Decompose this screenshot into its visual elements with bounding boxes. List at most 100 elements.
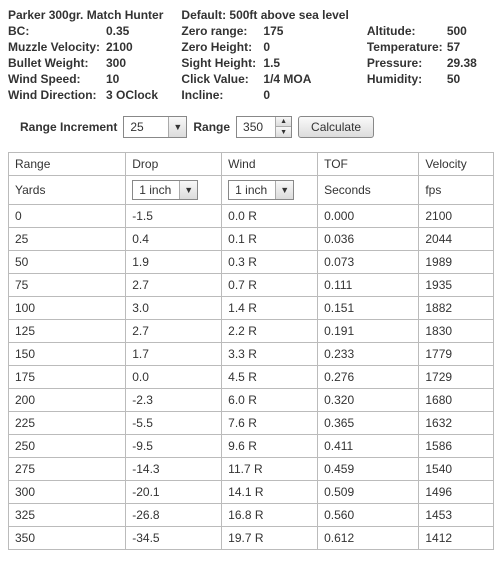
cell: -34.5 [126, 527, 222, 550]
cell: -14.3 [126, 458, 222, 481]
cell: 1.9 [126, 251, 222, 274]
cell: 0.612 [318, 527, 419, 550]
cell: 300 [9, 481, 126, 504]
cell: 100 [9, 297, 126, 320]
cell: 0.4 [126, 228, 222, 251]
param-col-left: Parker 300gr. Match Hunter BC:0.35 Muzzl… [8, 8, 163, 102]
spin-up-icon[interactable]: ▲ [275, 117, 291, 127]
sh-label: Sight Height: [181, 56, 263, 70]
cell: -9.5 [126, 435, 222, 458]
cell: 2.2 R [222, 320, 318, 343]
unit-vel: fps [419, 176, 494, 205]
table-row: 1252.72.2 R0.1911830 [9, 320, 494, 343]
range-spinner[interactable]: 350 ▲ ▼ [236, 116, 292, 138]
cell: -1.5 [126, 205, 222, 228]
cell: 0.0 [126, 366, 222, 389]
unit-drop: 1 inch ▼ [126, 176, 222, 205]
cell: 0.7 R [222, 274, 318, 297]
unit-range: Yards [9, 176, 126, 205]
cell: 275 [9, 458, 126, 481]
cell: 50 [9, 251, 126, 274]
spin-down-icon[interactable]: ▼ [275, 127, 291, 137]
tmp-label: Temperature: [367, 40, 447, 54]
cell: 0.459 [318, 458, 419, 481]
cell: 0.1 R [222, 228, 318, 251]
cell: 0.036 [318, 228, 419, 251]
sh-value: 1.5 [263, 56, 280, 70]
cell: -26.8 [126, 504, 222, 527]
cell: 0.3 R [222, 251, 318, 274]
hdr-tof: TOF [318, 153, 419, 176]
cell: 1680 [419, 389, 494, 412]
tmp-value: 57 [447, 40, 460, 54]
cell: 1540 [419, 458, 494, 481]
calculate-button[interactable]: Calculate [298, 116, 374, 138]
cell: 1453 [419, 504, 494, 527]
cell: 2.7 [126, 274, 222, 297]
table-row: 501.90.3 R0.0731989 [9, 251, 494, 274]
cell: 11.7 R [222, 458, 318, 481]
cell: 1586 [419, 435, 494, 458]
cell: 2.7 [126, 320, 222, 343]
wd-label: Wind Direction: [8, 88, 106, 102]
table-row: 350-34.519.7 R0.6121412 [9, 527, 494, 550]
hum-value: 50 [447, 72, 460, 86]
cell: 0.0 R [222, 205, 318, 228]
table-body: 0-1.50.0 R0.0002100250.40.1 R0.036204450… [9, 205, 494, 550]
cell: 350 [9, 527, 126, 550]
cell: 16.8 R [222, 504, 318, 527]
cell: 25 [9, 228, 126, 251]
range-increment-select[interactable]: 25 ▼ [123, 116, 187, 138]
cell: 1.7 [126, 343, 222, 366]
cell: 0.233 [318, 343, 419, 366]
cell: 1632 [419, 412, 494, 435]
cell: 75 [9, 274, 126, 297]
cell: -5.5 [126, 412, 222, 435]
mv-label: Muzzle Velocity: [8, 40, 106, 54]
cell: -2.3 [126, 389, 222, 412]
cell: 0.365 [318, 412, 419, 435]
table-header-row: Range Drop Wind TOF Velocity [9, 153, 494, 176]
range-increment-label: Range Increment [20, 120, 117, 134]
wind-unit-value: 1 inch [229, 183, 275, 197]
prs-label: Pressure: [367, 56, 447, 70]
cell: 14.1 R [222, 481, 318, 504]
alt-label: Altitude: [367, 24, 447, 38]
cell: 7.6 R [222, 412, 318, 435]
cell: 250 [9, 435, 126, 458]
inc-label: Incline: [181, 88, 263, 102]
bullet-title: Parker 300gr. Match Hunter [8, 8, 163, 22]
cell: 19.7 R [222, 527, 318, 550]
controls-row: Range Increment 25 ▼ Range 350 ▲ ▼ Calcu… [20, 116, 494, 138]
wind-unit-select[interactable]: 1 inch ▼ [228, 180, 294, 200]
ws-value: 10 [106, 72, 119, 86]
chevron-down-icon[interactable]: ▼ [168, 117, 186, 137]
cell: 3.3 R [222, 343, 318, 366]
cell: 9.6 R [222, 435, 318, 458]
hdr-vel: Velocity [419, 153, 494, 176]
default-line: Default: 500ft above sea level [181, 8, 348, 22]
cell: 0.191 [318, 320, 419, 343]
ws-label: Wind Speed: [8, 72, 106, 86]
zh-value: 0 [263, 40, 270, 54]
table-units-row: Yards 1 inch ▼ 1 inch ▼ Seconds fps [9, 176, 494, 205]
cell: 1729 [419, 366, 494, 389]
cell: 0.000 [318, 205, 419, 228]
cell: 1412 [419, 527, 494, 550]
bc-value: 0.35 [106, 24, 129, 38]
cell: 4.5 R [222, 366, 318, 389]
inc-value: 0 [263, 88, 270, 102]
cell: 200 [9, 389, 126, 412]
bw-value: 300 [106, 56, 126, 70]
cell: 125 [9, 320, 126, 343]
param-col-right: . Altitude:500 Temperature:57 Pressure:2… [367, 8, 477, 102]
zh-label: Zero Height: [181, 40, 263, 54]
table-row: 250.40.1 R0.0362044 [9, 228, 494, 251]
chevron-down-icon[interactable]: ▼ [179, 181, 197, 199]
range-value: 350 [237, 120, 275, 134]
cell: 1935 [419, 274, 494, 297]
drop-unit-select[interactable]: 1 inch ▼ [132, 180, 198, 200]
bc-label: BC: [8, 24, 106, 38]
cell: 175 [9, 366, 126, 389]
chevron-down-icon[interactable]: ▼ [275, 181, 293, 199]
